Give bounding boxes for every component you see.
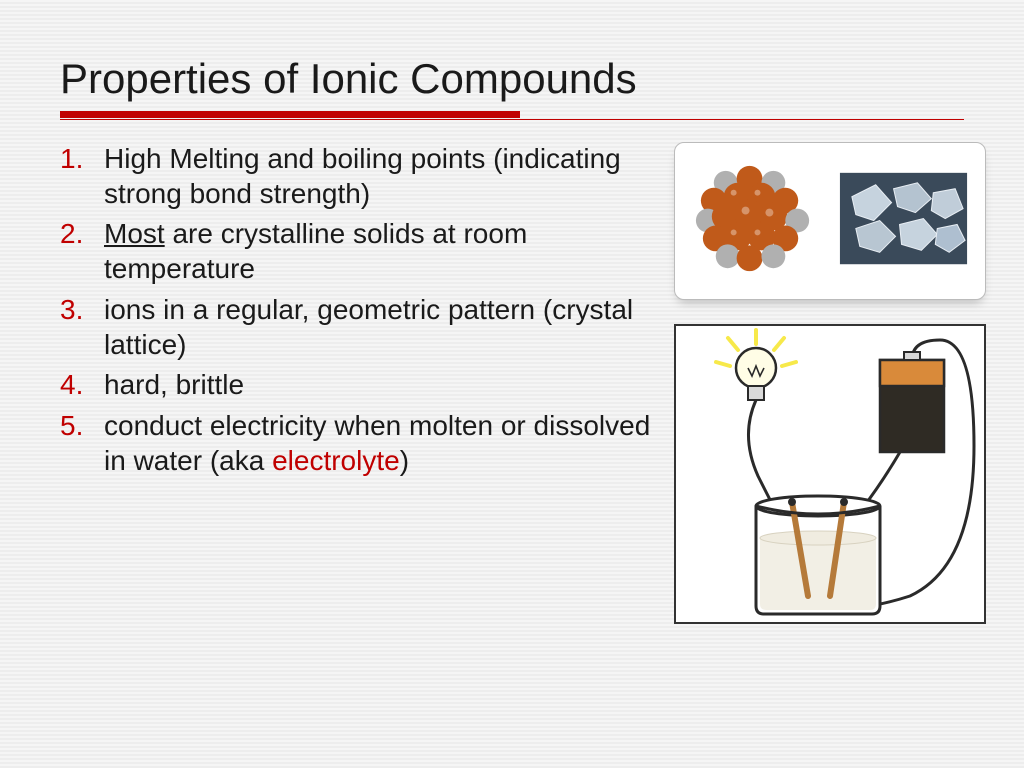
lattice-svg [681, 149, 979, 288]
electrolyte-circuit-figure [674, 324, 986, 624]
slide-title: Properties of Ionic Compounds [60, 55, 964, 103]
list-text: High Melting and boiling points (indicat… [104, 143, 621, 209]
list-text: are crystalline solids at room temperatu… [104, 218, 527, 284]
image-column [674, 142, 986, 624]
title-area: Properties of Ionic Compounds [0, 0, 1024, 120]
list-item: High Melting and boiling points (indicat… [60, 142, 662, 211]
lattice-and-crystals-figure [674, 142, 986, 300]
list-item: hard, brittle [60, 368, 662, 403]
list-text: hard, brittle [104, 369, 244, 400]
list-item: ions in a regular, geometric pattern (cr… [60, 293, 662, 362]
properties-list: High Melting and boiling points (indicat… [60, 142, 662, 478]
circuit-svg [676, 326, 984, 622]
list-prefix-underline: Most [104, 218, 165, 249]
list-text: ions in a regular, geometric pattern (cr… [104, 294, 633, 360]
list-item: conduct electricity when molten or disso… [60, 409, 662, 478]
list-item: Most are crystalline solids at room temp… [60, 217, 662, 286]
content-area: High Melting and boiling points (indicat… [0, 120, 1024, 624]
title-rule-thick [60, 111, 520, 118]
list-text-after: ) [400, 445, 409, 476]
list-column: High Melting and boiling points (indicat… [60, 142, 662, 624]
list-highlight: electrolyte [272, 445, 400, 476]
